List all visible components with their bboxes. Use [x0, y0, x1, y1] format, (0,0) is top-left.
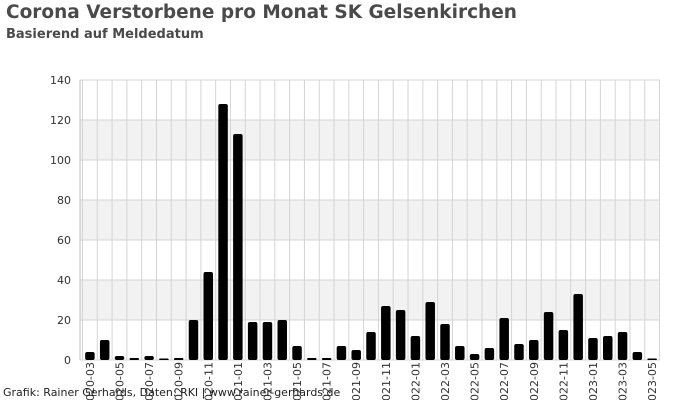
bar-2023-04 — [632, 352, 643, 360]
credit-text: Grafik: Rainer Gerhards, Daten: RKI | ww… — [3, 386, 341, 399]
bar-2021-01 — [233, 134, 243, 360]
bar-2021-09 — [351, 350, 361, 360]
bars — [85, 104, 657, 360]
plot-band — [80, 200, 660, 240]
bar-2021-10 — [366, 332, 376, 360]
bar-2022-07 — [499, 318, 509, 360]
bar-2023-05 — [647, 358, 657, 360]
bar-2021-03 — [262, 322, 273, 360]
x-tick-label: 2022-01 — [409, 362, 422, 400]
x-tick-label: 2021-01 — [232, 362, 245, 400]
x-tick-label: 2021-07 — [321, 362, 334, 400]
bar-2022-11 — [558, 330, 569, 360]
y-tick-label: 120 — [50, 114, 71, 127]
x-tick-label: 2022-05 — [469, 362, 482, 400]
bar-2023-03 — [617, 332, 628, 360]
y-tick-label: 20 — [57, 314, 71, 327]
bar-2020-05 — [114, 356, 125, 360]
bar-2020-04 — [99, 340, 110, 360]
chart-title: Corona Verstorbene pro Monat SK Gelsenki… — [6, 2, 517, 23]
plot-band — [80, 120, 660, 160]
x-tick-label: 2020-09 — [173, 362, 186, 400]
x-tick-label: 2020-05 — [113, 362, 126, 400]
bar-2021-04 — [277, 320, 287, 360]
bar-2020-08 — [159, 358, 169, 360]
x-tick-label: 2023-01 — [587, 362, 600, 400]
y-tick-label: 0 — [64, 354, 71, 367]
bar-2022-10 — [543, 312, 554, 360]
x-tick-label: 2022-11 — [557, 362, 570, 400]
y-tick-label: 140 — [50, 74, 71, 87]
x-tick-label: 2020-07 — [143, 362, 156, 400]
bar-2021-08 — [336, 346, 347, 360]
bar-2022-12 — [573, 294, 583, 360]
bar-2020-07 — [144, 356, 154, 360]
bar-2022-04 — [455, 346, 465, 360]
bar-2023-01 — [588, 338, 598, 360]
plot-band — [80, 280, 660, 320]
x-tick-label: 2020-11 — [202, 362, 215, 400]
y-tick-label: 80 — [57, 194, 71, 207]
bar-2021-07 — [321, 358, 332, 360]
bar-2020-11 — [203, 272, 214, 360]
y-tick-label: 40 — [57, 274, 71, 287]
chart-subtitle: Basierend auf Meldedatum — [6, 27, 204, 42]
x-tick-label: 2022-09 — [528, 362, 541, 400]
bar-2020-09 — [173, 358, 184, 360]
x-tick-label: 2022-07 — [498, 362, 511, 400]
bar-2021-06 — [307, 358, 317, 360]
y-tick-label: 100 — [50, 154, 71, 167]
bar-2022-09 — [529, 340, 539, 360]
bar-2022-02 — [425, 302, 435, 360]
bar-2022-06 — [484, 348, 495, 360]
x-tick-label: 2021-09 — [350, 362, 363, 400]
x-tick-label: 2021-03 — [261, 362, 274, 400]
x-axis: 2020-03 2020-05 2020-07 2020-09 2020-11 2021-… — [84, 362, 659, 400]
x-tick-label: 2022-03 — [439, 362, 452, 400]
bar-2020-10 — [188, 320, 199, 360]
y-axis: 0 20 40 60 80 100 120 140 — [50, 74, 71, 367]
bar-2021-05 — [292, 346, 302, 360]
bar-2023-02 — [603, 336, 613, 360]
bar-2021-12 — [395, 310, 406, 360]
bar-2021-11 — [381, 306, 391, 360]
x-tick-label: 2021-11 — [380, 362, 393, 400]
y-tick-label: 60 — [57, 234, 71, 247]
bar-2021-02 — [247, 322, 258, 360]
bar-2022-05 — [469, 354, 480, 360]
bar-2020-03 — [85, 352, 95, 360]
bar-2022-03 — [440, 324, 450, 360]
x-tick-label: 2023-05 — [646, 362, 659, 400]
x-tick-label: 2023-03 — [617, 362, 630, 400]
x-tick-label: 2021-05 — [291, 362, 304, 400]
bar-2020-06 — [129, 358, 140, 360]
x-tick-label: 2020-03 — [84, 362, 97, 400]
bar-2022-01 — [410, 336, 421, 360]
plot-bands — [80, 120, 660, 320]
gridlines — [79, 79, 661, 361]
bar-2020-12 — [218, 104, 228, 360]
bar-2022-08 — [514, 344, 524, 360]
